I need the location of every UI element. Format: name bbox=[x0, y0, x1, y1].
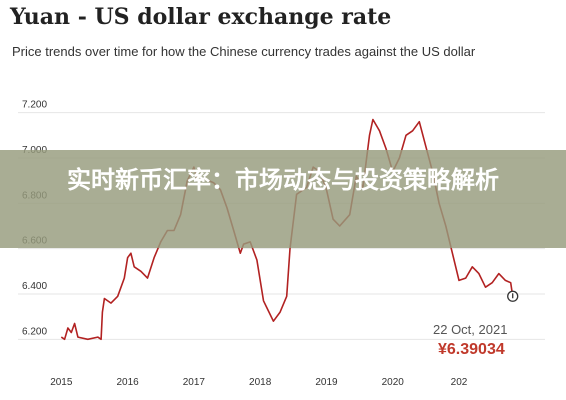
x-tick-label: 2017 bbox=[183, 377, 206, 388]
x-axis-ticks: 2015 2016 2017 2018 2019 2020 202 bbox=[50, 377, 468, 388]
y-tick-label: 7.200 bbox=[22, 100, 47, 111]
x-tick-label: 2019 bbox=[315, 377, 338, 388]
x-tick-label: 2018 bbox=[249, 377, 272, 388]
y-tick-label: 6.400 bbox=[22, 281, 47, 292]
banner-text: 实时新币汇率：市场动态与投资策略解析 bbox=[67, 166, 499, 194]
x-tick-label: 202 bbox=[451, 377, 468, 388]
chart-subtitle: Price trends over time for how the Chine… bbox=[12, 44, 476, 59]
overlay-banner bbox=[0, 150, 566, 248]
y-tick-label: 6.200 bbox=[22, 326, 47, 337]
x-tick-label: 2020 bbox=[382, 377, 405, 388]
x-tick-label: 2016 bbox=[116, 377, 139, 388]
annotation-value: ¥6.39034 bbox=[438, 341, 505, 358]
chart-title: Yuan - US dollar exchange rate bbox=[10, 4, 392, 30]
x-tick-label: 2015 bbox=[50, 377, 73, 388]
end-marker bbox=[507, 290, 519, 302]
annotation-date: 22 Oct, 2021 bbox=[433, 322, 508, 337]
